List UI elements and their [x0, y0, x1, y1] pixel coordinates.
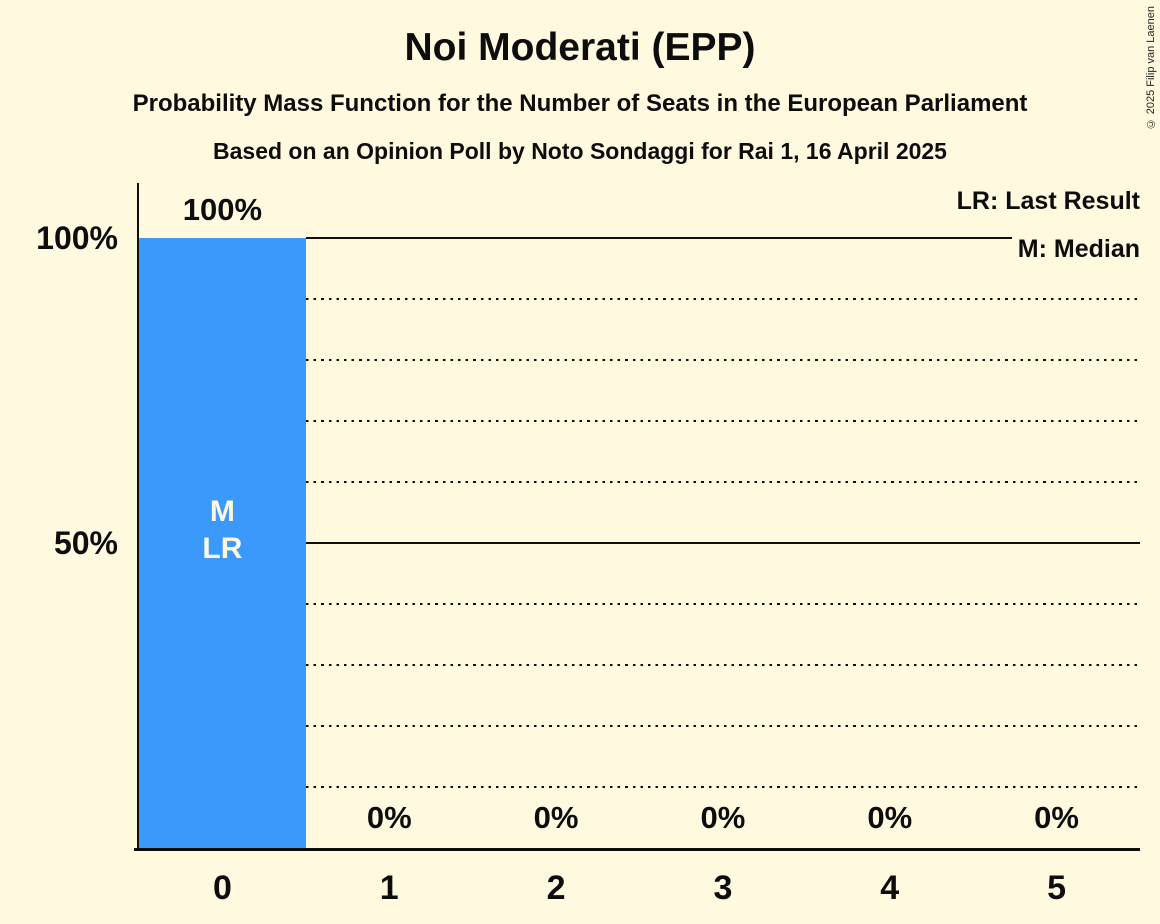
x-axis-line	[134, 848, 1140, 851]
zero-value-label: 0%	[700, 800, 746, 835]
gridline-solid	[305, 236, 1140, 240]
x-tick-label: 4	[880, 869, 900, 907]
gridline-dotted	[305, 419, 1140, 423]
gridline-dotted	[305, 602, 1140, 606]
y-axis-line	[136, 183, 139, 848]
gridline-dotted	[305, 480, 1140, 484]
zero-value-label: 0%	[1034, 800, 1079, 835]
zero-value-label: 0%	[533, 800, 579, 835]
bar-value-label: 100%	[182, 192, 263, 227]
chart-subtitle: Probability Mass Function for the Number…	[132, 90, 1028, 117]
gridline-dotted	[305, 358, 1140, 362]
annotation-letter: M	[209, 495, 235, 528]
legend-median: M: Median	[1011, 236, 1140, 262]
copyright-notice: © 2025 Filip van Laenen	[1145, 6, 1157, 130]
chart-source-line: Based on an Opinion Poll by Noto Sondagg…	[213, 138, 947, 164]
gridline-dotted	[305, 724, 1140, 728]
x-tick-label: 0	[212, 869, 232, 907]
annotation-letter: LR	[202, 532, 243, 565]
median-last-result-annotation: M LR	[139, 238, 306, 848]
y-axis-label: 50%	[53, 525, 118, 561]
x-tick-label: 5	[1047, 869, 1067, 907]
gridline-dotted	[305, 297, 1140, 301]
x-tick-label: 2	[546, 869, 566, 907]
zero-value-label: 0%	[867, 800, 913, 835]
gridline-solid	[305, 541, 1140, 545]
chart-title: Noi Moderati (EPP)	[404, 26, 756, 69]
x-tick-label: 3	[713, 869, 733, 907]
legend-last-result: LR: Last Result	[950, 188, 1140, 214]
zero-value-label: 0%	[366, 800, 412, 835]
plot-area: 100% 0% 0% 0% 0% 0% M LR 0 1 2 3 4 5	[134, 183, 1140, 907]
gridline-dotted	[305, 663, 1140, 667]
x-tick-label: 1	[379, 869, 399, 907]
bar	[139, 238, 306, 848]
y-axis-label: 100%	[36, 220, 118, 256]
gridline-dotted	[305, 785, 1140, 789]
